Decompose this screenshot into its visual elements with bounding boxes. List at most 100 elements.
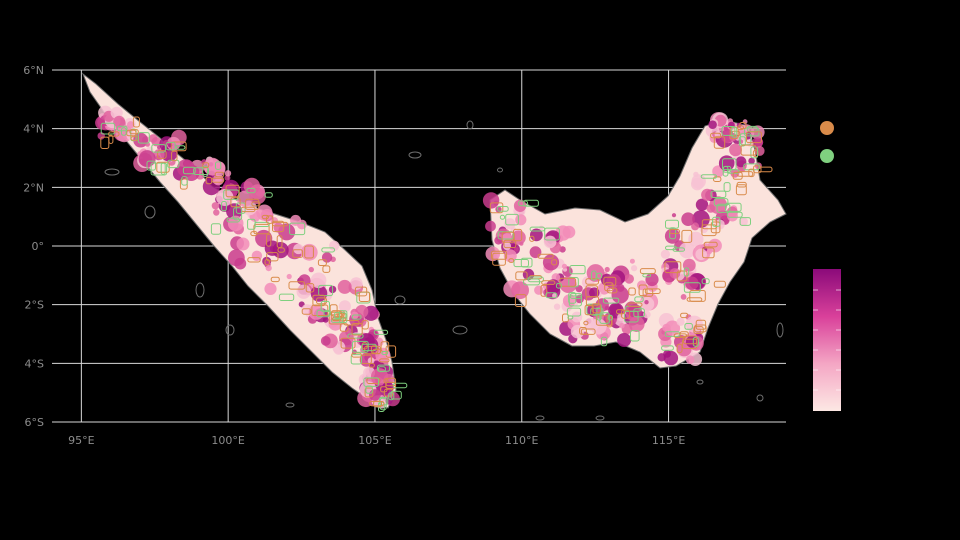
concession-outline bbox=[379, 397, 387, 411]
concession-outline bbox=[529, 235, 535, 242]
concession-outline bbox=[703, 241, 718, 248]
density-patch bbox=[482, 192, 500, 209]
concession-outline bbox=[390, 390, 402, 400]
density-patch bbox=[296, 284, 311, 299]
density-patch bbox=[383, 373, 395, 385]
density-patch bbox=[742, 119, 748, 125]
concession-outline bbox=[100, 136, 110, 150]
concession-outline bbox=[288, 281, 306, 290]
density-patch bbox=[685, 355, 695, 365]
concession-outline bbox=[225, 184, 240, 198]
concession-outline bbox=[100, 122, 116, 135]
concession-outline bbox=[247, 257, 261, 263]
sumatra-density-patches bbox=[95, 105, 408, 413]
concession-outline bbox=[722, 166, 729, 177]
concession-outline bbox=[716, 203, 731, 213]
y-tick-label: 0° bbox=[32, 240, 45, 253]
concession-outline bbox=[261, 214, 270, 220]
concession-outline bbox=[304, 245, 314, 259]
concession-outline bbox=[350, 354, 363, 365]
concession-outline bbox=[130, 136, 140, 141]
concession-outline bbox=[713, 280, 726, 288]
density-patch bbox=[224, 170, 232, 177]
concession-outline bbox=[505, 213, 519, 226]
concession-outline bbox=[692, 336, 699, 347]
concession-outline bbox=[726, 211, 743, 218]
island-outline bbox=[497, 167, 503, 173]
density-patch bbox=[570, 324, 585, 339]
concession-outline bbox=[694, 324, 707, 333]
concession-outline bbox=[150, 162, 168, 176]
density-patch bbox=[228, 249, 245, 267]
concession-outline bbox=[702, 247, 715, 259]
concession-outline bbox=[347, 333, 364, 339]
density-patch bbox=[113, 115, 126, 128]
concession-outline bbox=[292, 249, 304, 258]
concession-outline bbox=[555, 282, 563, 289]
x-tick-label: 95°E bbox=[68, 434, 94, 447]
density-patch bbox=[504, 218, 516, 230]
concession-outline bbox=[108, 131, 120, 137]
concession-outline bbox=[627, 302, 643, 307]
concession-outline bbox=[352, 340, 369, 353]
concession-outline bbox=[515, 271, 528, 281]
concession-outline bbox=[661, 345, 674, 351]
concession-outline bbox=[129, 129, 139, 135]
density-patch bbox=[729, 143, 742, 157]
concession-outline bbox=[616, 309, 626, 315]
concession-outline bbox=[489, 202, 504, 214]
concession-outline bbox=[681, 229, 693, 243]
concession-outline bbox=[351, 323, 363, 336]
landmass-layer bbox=[81, 72, 787, 421]
density-patch bbox=[485, 220, 496, 232]
concession-outline bbox=[695, 319, 707, 330]
concession-outline bbox=[312, 294, 326, 307]
density-patch bbox=[385, 397, 393, 405]
density-patch bbox=[177, 159, 195, 178]
concession-outline bbox=[210, 223, 222, 235]
density-patch bbox=[669, 268, 681, 279]
concession-outline bbox=[740, 144, 757, 156]
island-outline bbox=[225, 324, 235, 336]
density-patch bbox=[138, 150, 156, 168]
density-patch bbox=[628, 316, 645, 332]
density-patch bbox=[530, 228, 543, 242]
concession-outline bbox=[607, 314, 613, 321]
concession-outline bbox=[358, 291, 370, 302]
density-patch bbox=[546, 279, 561, 294]
island-outline bbox=[104, 168, 120, 176]
concession-outline bbox=[569, 293, 583, 299]
concession-outline bbox=[121, 127, 127, 136]
concession-outline bbox=[566, 307, 582, 317]
density-patch bbox=[671, 213, 677, 218]
density-patch bbox=[224, 174, 231, 181]
legend bbox=[813, 121, 841, 411]
concession-outline bbox=[676, 343, 683, 354]
density-patch bbox=[382, 381, 394, 394]
concession-outline bbox=[606, 287, 618, 294]
density-patch bbox=[265, 265, 272, 272]
density-patch bbox=[286, 273, 292, 280]
density-patch bbox=[701, 188, 714, 201]
concession-outline bbox=[567, 315, 574, 320]
concession-outline bbox=[379, 358, 390, 363]
density-patch bbox=[321, 252, 333, 263]
concession-outline bbox=[181, 176, 188, 186]
concession-outline bbox=[545, 292, 558, 299]
density-patch bbox=[708, 238, 722, 253]
concession-outline bbox=[683, 267, 690, 277]
concession-outline bbox=[739, 217, 751, 226]
concession-outline bbox=[736, 171, 754, 177]
concession-outline bbox=[596, 272, 603, 279]
concession-outline bbox=[621, 309, 631, 319]
concession-outline bbox=[499, 214, 506, 220]
concession-outline bbox=[320, 300, 331, 313]
concession-outline bbox=[686, 297, 703, 302]
concession-outline bbox=[165, 141, 176, 151]
density-patch bbox=[695, 198, 709, 211]
concession-outline bbox=[318, 284, 334, 297]
concession-outline bbox=[710, 132, 722, 139]
concession-outline bbox=[683, 335, 698, 345]
concession-outline bbox=[305, 283, 315, 293]
color-gradient-bar bbox=[813, 269, 841, 411]
